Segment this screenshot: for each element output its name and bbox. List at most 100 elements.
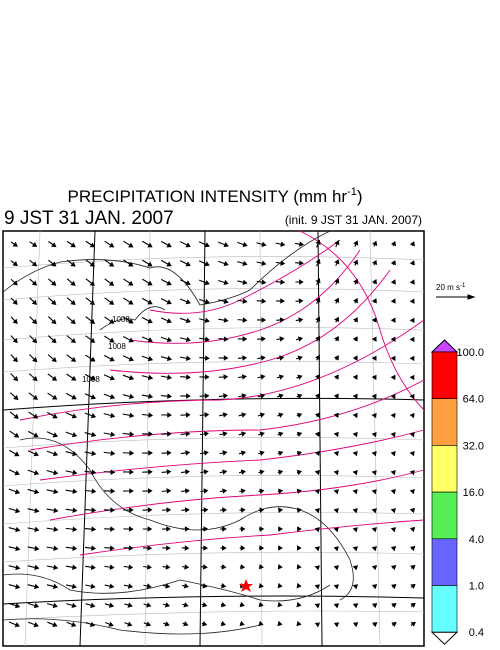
wind-arrow-head — [352, 489, 358, 495]
colorbar-segment — [431, 445, 458, 493]
wind-arrow-head — [13, 413, 19, 419]
wind-arrow-head — [299, 260, 304, 266]
wind-arrow-head — [258, 601, 264, 608]
wind-arrow-head — [52, 451, 59, 457]
wind-arrow-head — [184, 488, 190, 494]
wind-arrow-head — [220, 620, 226, 627]
wind-arrow-head — [185, 261, 191, 267]
wind-arrow-head — [314, 508, 320, 514]
wind-arrow-head — [31, 280, 38, 286]
wind-arrow-head — [223, 260, 229, 267]
wind-arrow-head — [333, 527, 339, 533]
wind-arrow-head — [277, 601, 283, 608]
wind-arrow-head — [90, 394, 96, 400]
wind-arrow-head — [110, 507, 116, 513]
wind-arrow-head — [183, 583, 189, 589]
colorbar-label: 100.0 — [456, 347, 484, 359]
wind-arrow-head — [241, 374, 247, 380]
wind-arrow-head — [109, 356, 115, 362]
wind-arrow-head — [371, 412, 377, 419]
wind-arrow-head — [280, 260, 286, 266]
wind-arrow-head — [203, 507, 209, 513]
wind-arrow-head — [241, 412, 247, 418]
wind-scale-arrow — [436, 294, 476, 300]
wind-arrow-head — [204, 431, 210, 437]
wind-arrow-head — [110, 469, 116, 475]
colorbar-segment — [431, 491, 458, 540]
wind-arrow-head — [390, 527, 397, 533]
wind-arrow-head — [14, 622, 20, 628]
wind-arrow-head — [297, 374, 303, 380]
wind-arrow-head — [108, 621, 114, 627]
wind-arrow-head — [204, 261, 210, 267]
wind-arrow-head — [70, 356, 77, 362]
wind-arrow-head — [70, 242, 76, 248]
wind-arrow-head — [352, 431, 358, 438]
wind-arrow-head — [371, 489, 377, 495]
wind-arrow-head — [34, 564, 40, 571]
wind-arrow-head — [352, 565, 358, 571]
wind-arrow-head — [203, 526, 209, 532]
wind-arrow-head — [52, 413, 58, 419]
wind-arrow-head — [91, 507, 97, 513]
colorbar-label: 64.0 — [463, 394, 484, 406]
wind-arrow-head — [166, 318, 172, 324]
wind-arrow-head — [183, 621, 189, 627]
wind-arrow-head — [14, 470, 20, 476]
wind-arrow-head — [371, 584, 378, 590]
wind-arrow-head — [222, 450, 228, 456]
wind-arrow-head — [315, 354, 320, 361]
wind-arrow-head — [334, 239, 340, 246]
wind-arrow-head — [72, 526, 78, 532]
wind-arrow-head — [390, 565, 397, 571]
wind-arrow-head — [184, 564, 190, 570]
wind-arrow-head — [12, 375, 19, 382]
wind-arrow-head — [390, 489, 396, 495]
wind-arrow-head — [147, 507, 153, 513]
coastline — [2, 230, 354, 635]
wind-arrow-head — [409, 355, 415, 362]
wind-arrow-head — [278, 393, 284, 399]
wind-arrow-head — [166, 488, 172, 494]
wind-arrow-head — [242, 336, 248, 342]
colorbar-segment — [431, 585, 458, 633]
wind-arrow-head — [164, 621, 170, 627]
wind-arrow-head — [91, 450, 97, 457]
wind-arrow-head — [314, 450, 320, 457]
wind-arrow-head — [390, 279, 396, 285]
wind-arrow-head — [91, 526, 97, 532]
wind-arrow-head — [91, 488, 97, 494]
wind-arrow-head — [222, 526, 227, 532]
wind-arrow-head — [51, 338, 57, 344]
wind-arrow-head — [110, 450, 116, 456]
wind-arrow-head — [221, 564, 227, 570]
wind-arrow-head — [352, 450, 358, 457]
wind-arrow-head — [146, 583, 152, 589]
wind-arrow-head — [167, 374, 173, 381]
wind-arrow-head — [259, 488, 265, 494]
wind-arrow-head — [129, 393, 135, 400]
wind-arrow-head — [148, 393, 154, 400]
wind-arrow-head — [296, 601, 302, 608]
wind-arrow-head — [147, 261, 153, 267]
wind-arrow-head — [242, 279, 248, 285]
wind-arrow-head — [108, 602, 115, 608]
wind-arrow-head — [166, 280, 172, 286]
wind-arrow-head — [15, 564, 21, 571]
wind-arrow-head — [296, 620, 302, 627]
colorbar-label: 0.4 — [469, 627, 484, 639]
wind-arrow-head — [371, 431, 377, 438]
valid-time: 9 JST 31 JAN. 2007 — [4, 208, 174, 229]
wind-arrow-head — [390, 374, 396, 381]
wind-arrow-head — [314, 412, 320, 418]
wind-arrow-head — [241, 393, 247, 399]
wind-arrow-head — [109, 318, 115, 324]
wind-arrow-head — [109, 564, 115, 570]
wind-arrow-head — [390, 355, 396, 362]
wind-arrow-head — [410, 621, 416, 627]
wind-arrow-head — [203, 450, 209, 456]
wind-arrow-head — [51, 299, 57, 306]
wind-arrow-head — [127, 621, 133, 627]
wind-arrow-head — [391, 603, 397, 609]
wind-arrow-head — [70, 299, 76, 306]
